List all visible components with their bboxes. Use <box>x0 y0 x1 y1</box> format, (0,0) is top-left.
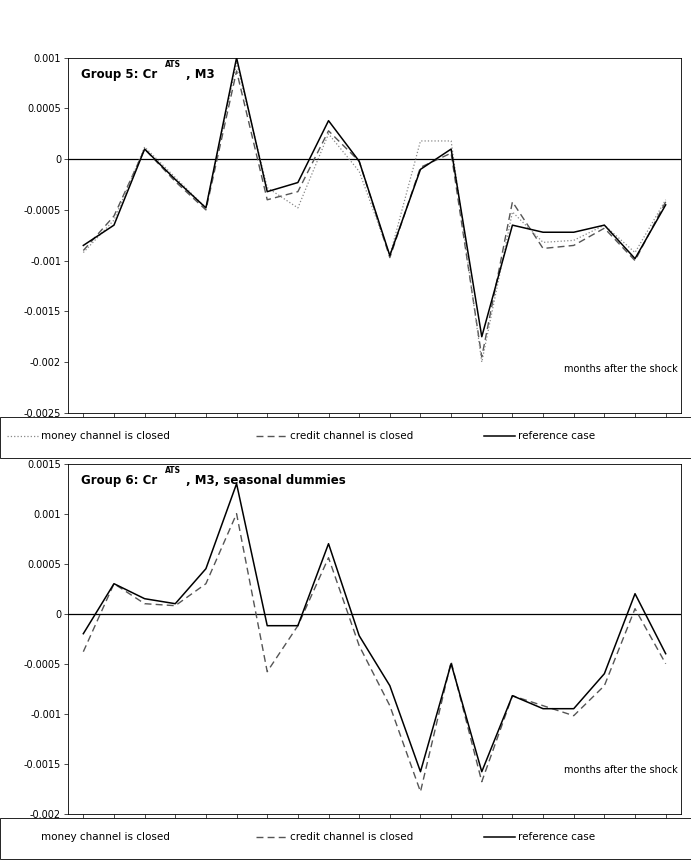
Text: reference case: reference case <box>518 431 596 441</box>
Text: ATS: ATS <box>165 60 181 69</box>
Text: ATS: ATS <box>165 466 181 475</box>
Text: , M3, seasonal dummies: , M3, seasonal dummies <box>186 474 346 487</box>
Text: Group 6: Cr: Group 6: Cr <box>82 474 158 487</box>
Text: months after the shock: months after the shock <box>565 765 679 775</box>
Text: Group 5: Cr: Group 5: Cr <box>82 68 158 82</box>
Text: credit channel is closed: credit channel is closed <box>290 832 413 842</box>
Text: credit channel is closed: credit channel is closed <box>290 431 413 441</box>
Text: reference case: reference case <box>518 832 596 842</box>
Text: months after the shock: months after the shock <box>565 364 679 374</box>
Text: , M3: , M3 <box>186 68 214 82</box>
Text: money channel is closed: money channel is closed <box>41 431 171 441</box>
Text: money channel is closed: money channel is closed <box>41 832 171 842</box>
